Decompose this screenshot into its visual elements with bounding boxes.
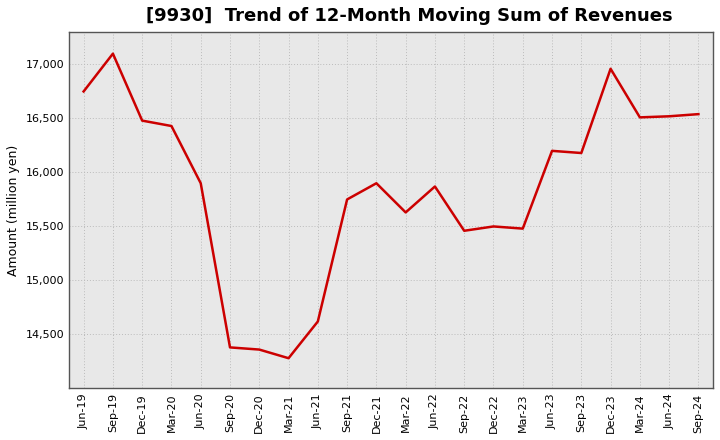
Y-axis label: Amount (million yen): Amount (million yen) (7, 145, 20, 276)
Text: [9930]  Trend of 12-Month Moving Sum of Revenues: [9930] Trend of 12-Month Moving Sum of R… (146, 7, 673, 25)
